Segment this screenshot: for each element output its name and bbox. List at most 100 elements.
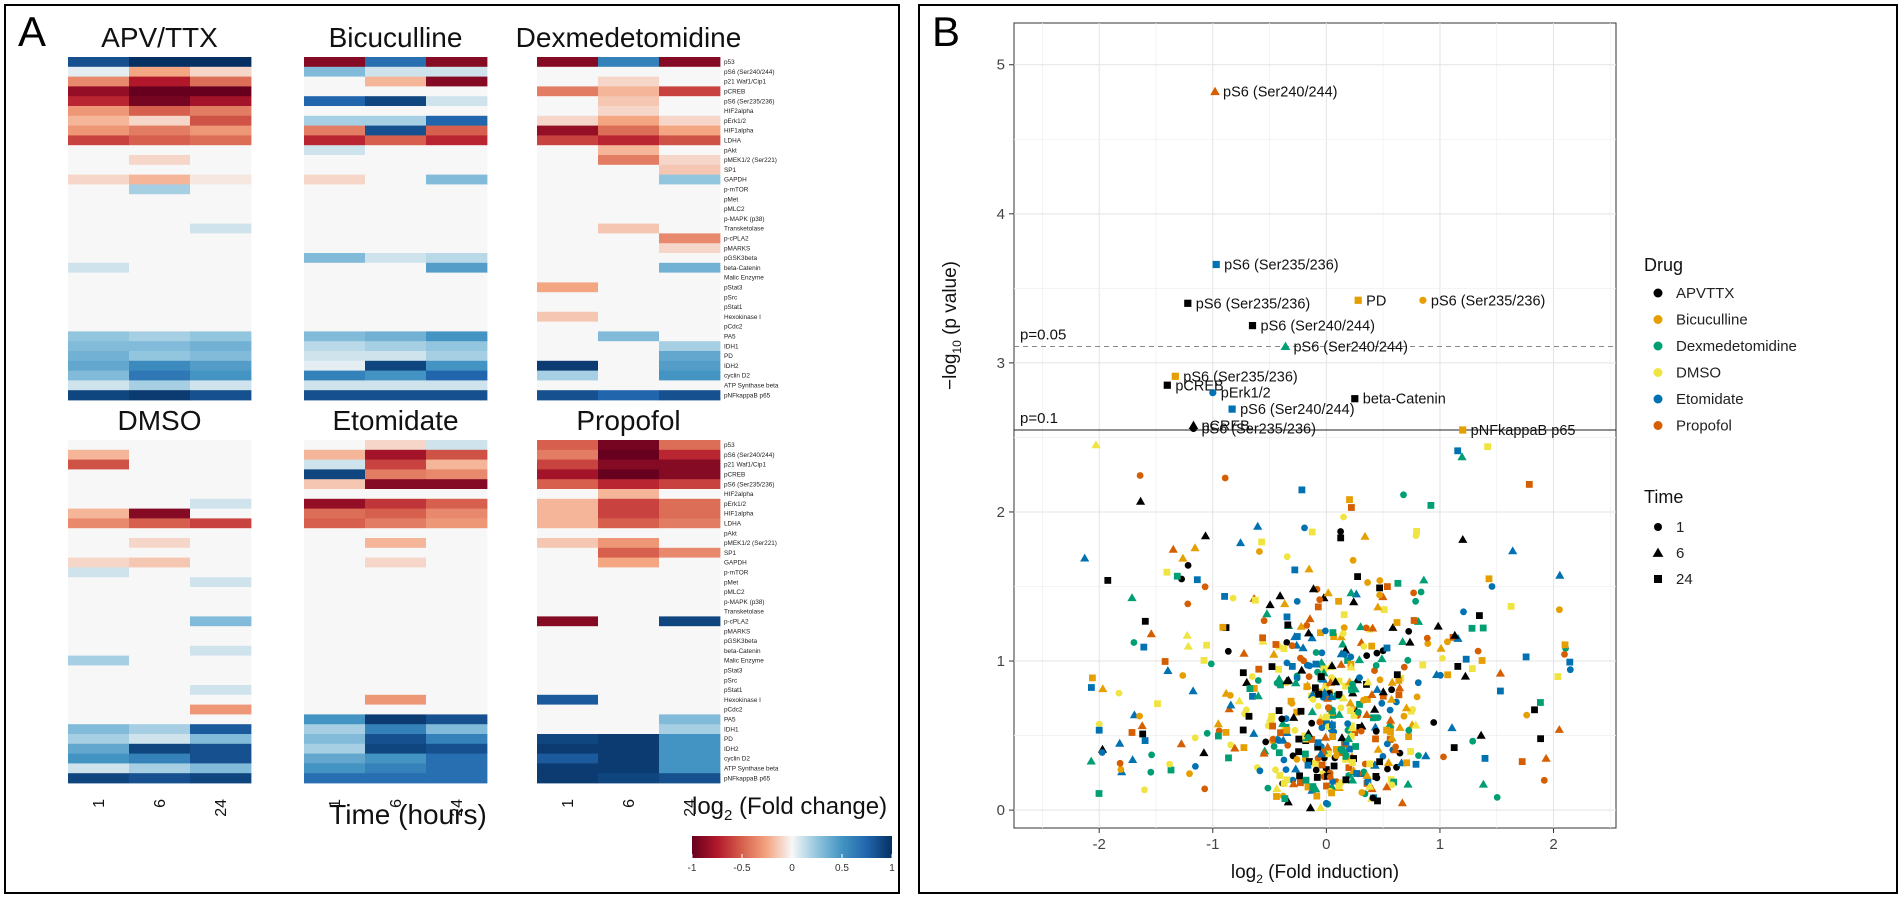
heatmap-title: APV/TTX bbox=[101, 22, 218, 53]
scatter-point bbox=[1405, 637, 1415, 646]
heatmap-cell bbox=[68, 763, 130, 774]
scatter-point bbox=[1330, 677, 1341, 686]
scatter-point bbox=[1350, 712, 1358, 719]
scatter-point bbox=[1304, 783, 1312, 791]
heatmap-cell bbox=[598, 704, 660, 715]
scatter-point bbox=[1287, 697, 1295, 705]
scatter-point bbox=[1262, 609, 1272, 618]
heatmap-cell bbox=[129, 194, 191, 205]
scatter-point bbox=[1200, 531, 1211, 540]
heatmap-cell bbox=[190, 743, 252, 754]
scatter-point bbox=[1403, 759, 1411, 767]
scatter-point bbox=[1348, 686, 1355, 694]
heatmap-cell bbox=[304, 341, 366, 352]
heatmap-cell bbox=[659, 184, 721, 195]
scatter-point bbox=[1239, 648, 1249, 657]
heatmap-cell bbox=[426, 704, 488, 715]
heatmap-cell bbox=[68, 86, 130, 97]
scatter-point bbox=[1273, 679, 1281, 687]
heatmap-cell bbox=[190, 390, 252, 401]
heatmap-cell bbox=[537, 606, 599, 617]
heatmap-cell bbox=[129, 292, 191, 303]
scatter-point bbox=[1373, 602, 1383, 611]
heatmap-cell bbox=[659, 292, 721, 303]
scatter-point bbox=[1259, 634, 1266, 642]
scatter-point bbox=[1252, 596, 1259, 604]
heatmap-cell bbox=[304, 587, 366, 598]
heatmap-cell bbox=[129, 66, 191, 77]
scatter-point bbox=[1269, 735, 1277, 743]
heatmap-title: Bicuculline bbox=[329, 22, 463, 53]
scatter-point bbox=[1296, 772, 1303, 780]
scatter-point bbox=[1086, 756, 1096, 765]
heatmap-cell bbox=[659, 164, 721, 175]
heatmap-cell bbox=[659, 596, 721, 607]
scatter-point bbox=[1328, 707, 1336, 715]
heatmap-cell bbox=[537, 763, 599, 774]
scatter-point bbox=[1322, 627, 1329, 635]
heatmap-cell bbox=[537, 96, 599, 107]
heatmap-cell bbox=[426, 184, 488, 195]
heatmap-cell bbox=[190, 302, 252, 313]
scatter-point bbox=[1278, 715, 1286, 723]
heatmap-cell bbox=[598, 694, 660, 705]
heatmap-cell bbox=[365, 724, 427, 735]
heatmap-cell bbox=[537, 743, 599, 754]
heatmap-cell bbox=[68, 508, 130, 519]
heatmap-row-label: p53 bbox=[724, 442, 735, 449]
scatter-point bbox=[1136, 496, 1146, 505]
scatter-point bbox=[1324, 704, 1332, 712]
heatmap-row-label: p21 Waf1/Cip1 bbox=[724, 462, 766, 469]
heatmap-cell bbox=[537, 636, 599, 647]
heatmap-cell bbox=[190, 380, 252, 391]
heatmap-cell bbox=[68, 253, 130, 264]
scatter-point bbox=[1184, 600, 1192, 608]
heatmap-cell bbox=[68, 204, 130, 215]
heatmap-cell bbox=[68, 321, 130, 332]
heatmap-cell bbox=[659, 213, 721, 224]
heatmap-cell bbox=[598, 390, 660, 401]
scatter-point bbox=[1297, 665, 1307, 674]
point-label: pErk1/2 bbox=[1221, 386, 1271, 402]
heatmap-cell bbox=[365, 233, 427, 244]
heatmap-cell bbox=[537, 204, 599, 215]
heatmap-cell bbox=[129, 311, 191, 322]
scatter-point bbox=[1395, 677, 1403, 684]
labeled-point bbox=[1209, 389, 1217, 397]
scatter-point bbox=[1469, 737, 1477, 745]
heatmap-cell bbox=[304, 86, 366, 97]
scatter-point bbox=[1372, 662, 1380, 669]
scatter-point bbox=[1213, 719, 1223, 728]
scatter-point bbox=[1314, 702, 1322, 710]
heatmap-row-label: p-cPLA2 bbox=[724, 235, 749, 242]
heatmap-cell bbox=[365, 106, 427, 117]
heatmap-cell bbox=[659, 57, 721, 68]
heatmap-cell bbox=[190, 370, 252, 381]
scatter-point bbox=[1173, 572, 1181, 580]
heatmap-cell bbox=[304, 302, 366, 313]
heatmap-cell bbox=[304, 380, 366, 391]
scatter-point bbox=[1306, 758, 1313, 765]
heatmap-cell bbox=[426, 714, 488, 725]
scatter-point bbox=[1376, 584, 1383, 592]
heatmap-cell bbox=[304, 694, 366, 705]
scatter-point bbox=[1168, 544, 1178, 553]
heatmap-cell bbox=[537, 449, 599, 460]
heatmap-cell bbox=[598, 685, 660, 696]
heatmap-cell bbox=[659, 86, 721, 97]
heatmap-cell bbox=[304, 106, 366, 117]
heatmap-cell bbox=[537, 645, 599, 656]
heatmap-cell bbox=[659, 567, 721, 578]
scatter-point bbox=[1091, 440, 1101, 449]
scatter-point bbox=[1199, 748, 1209, 757]
heatmap-cell bbox=[598, 233, 660, 244]
heatmap-cell bbox=[365, 76, 427, 87]
y-tick-label: 3 bbox=[997, 355, 1005, 372]
heatmap-cell bbox=[304, 311, 366, 322]
scatter-point bbox=[1182, 630, 1192, 639]
heatmap-cell bbox=[426, 694, 488, 705]
scatter-point bbox=[1104, 577, 1112, 584]
point-label: pCREB bbox=[1175, 378, 1223, 394]
scatter-point bbox=[1307, 633, 1317, 642]
heatmap-cell bbox=[426, 125, 488, 136]
